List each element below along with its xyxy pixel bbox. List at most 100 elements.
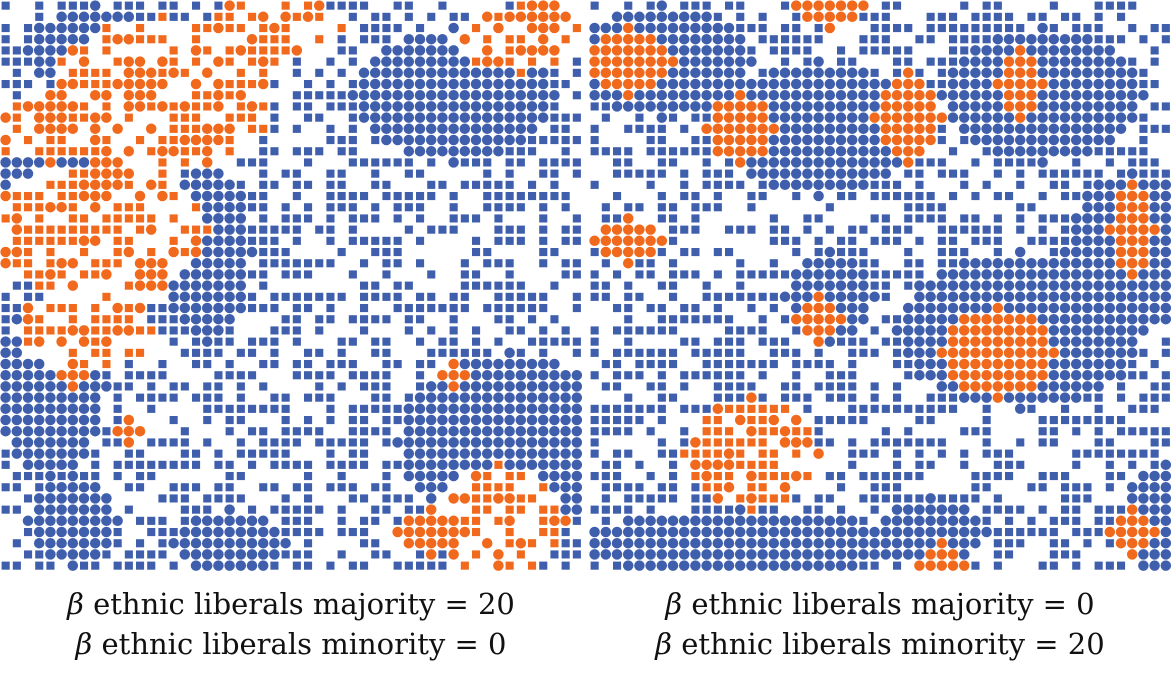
majority-agent-circle (902, 515, 914, 527)
majority-agent-square (292, 147, 301, 156)
majority-agent-square (326, 292, 335, 301)
majority-agent-circle (1059, 246, 1071, 258)
majority-agent-circle (56, 493, 67, 504)
minority-agent-circle (168, 145, 179, 157)
minority-agent-circle (981, 347, 992, 359)
majority-agent-circle (437, 112, 448, 123)
majority-agent-square (680, 304, 689, 313)
majority-agent-square (904, 203, 913, 212)
majority-agent-circle (1082, 213, 1093, 224)
majority-agent-square (270, 259, 279, 268)
majority-agent-square (736, 348, 745, 357)
minority-agent-circle (201, 123, 213, 135)
majority-agent-circle (813, 67, 824, 79)
majority-agent-circle (403, 112, 415, 123)
majority-agent-square (494, 180, 503, 189)
majority-agent-circle (56, 22, 67, 34)
minority-agent-circle (802, 0, 813, 11)
majority-agent-circle (414, 459, 426, 471)
majority-agent-square (624, 304, 633, 313)
majority-agent-circle (1070, 269, 1082, 280)
minority-agent-square (758, 483, 767, 492)
majority-agent-circle (824, 89, 836, 101)
majority-agent-circle (190, 280, 202, 291)
minority-agent-circle (824, 22, 836, 34)
majority-agent-square (304, 516, 313, 525)
minority-agent-square (102, 136, 111, 145)
minority-agent-circle (403, 537, 415, 549)
majority-agent-square (1072, 528, 1081, 537)
majority-agent-square (539, 136, 548, 145)
majority-agent-square (315, 292, 324, 301)
majority-agent-square (949, 225, 958, 234)
majority-agent-square (259, 214, 268, 223)
majority-agent-circle (1014, 246, 1026, 258)
majority-agent-circle (1070, 123, 1082, 135)
majority-agent-circle (790, 101, 802, 112)
majority-agent-square (669, 393, 678, 402)
majority-agent-circle (1138, 493, 1149, 504)
majority-agent-circle (802, 179, 813, 191)
majority-agent-circle (1093, 336, 1104, 347)
majority-agent-square (1128, 449, 1137, 458)
majority-agent-circle (802, 78, 813, 90)
minority-agent-circle (611, 67, 623, 79)
minority-agent-circle (656, 67, 668, 79)
minority-agent-circle (723, 101, 735, 112)
majority-agent-square (713, 337, 722, 346)
majority-agent-square (881, 472, 890, 481)
majority-agent-square (971, 472, 980, 481)
minority-agent-circle (145, 280, 157, 291)
majority-agent-circle (1003, 302, 1015, 314)
majority-agent-square (590, 102, 599, 111)
majority-agent-square (326, 460, 335, 469)
minority-agent-circle (634, 45, 645, 56)
majority-agent-circle (656, 560, 668, 571)
majority-agent-square (281, 516, 290, 525)
majority-agent-circle (824, 168, 836, 179)
majority-agent-circle (1014, 123, 1026, 135)
majority-agent-circle (201, 246, 213, 258)
majority-agent-circle (813, 157, 824, 168)
majority-agent-circle (425, 33, 437, 45)
majority-agent-circle (45, 392, 56, 403)
minority-agent-square (158, 180, 167, 189)
minority-agent-circle (1014, 67, 1026, 79)
majority-agent-square (281, 315, 290, 324)
majority-agent-square (270, 124, 279, 133)
majority-agent-square (427, 158, 436, 167)
majority-agent-circle (1037, 33, 1048, 45)
majority-agent-square (360, 539, 369, 548)
majority-agent-circle (835, 537, 847, 549)
minority-agent-square (57, 147, 66, 156)
majority-agent-circle (947, 526, 959, 538)
majority-agent-circle (1082, 325, 1093, 336)
majority-agent-circle (224, 537, 235, 549)
minority-agent-circle (537, 0, 549, 11)
minority-agent-circle (723, 123, 735, 135)
majority-agent-square (80, 561, 89, 570)
majority-agent-circle (414, 425, 426, 437)
majority-agent-square (646, 169, 655, 178)
majority-agent-square (635, 259, 644, 268)
majority-agent-square (404, 169, 413, 178)
majority-agent-circle (504, 459, 515, 471)
majority-agent-circle (723, 560, 735, 571)
minority-agent-square (214, 12, 223, 21)
majority-agent-square (613, 214, 622, 223)
majority-agent-circle (1149, 515, 1160, 527)
majority-agent-circle (504, 381, 515, 392)
majority-agent-circle (690, 515, 701, 527)
minority-agent-square (68, 113, 77, 122)
majority-agent-square (169, 460, 178, 469)
majority-agent-square (590, 416, 599, 425)
majority-agent-square (326, 259, 335, 268)
minority-agent-square (337, 24, 346, 33)
majority-agent-square (516, 192, 525, 201)
majority-agent-circle (1093, 347, 1104, 359)
majority-agent-circle (45, 414, 56, 426)
majority-agent-circle (560, 493, 571, 504)
majority-agent-square (404, 1, 413, 10)
majority-agent-circle (746, 515, 757, 527)
majority-agent-circle (201, 537, 213, 549)
